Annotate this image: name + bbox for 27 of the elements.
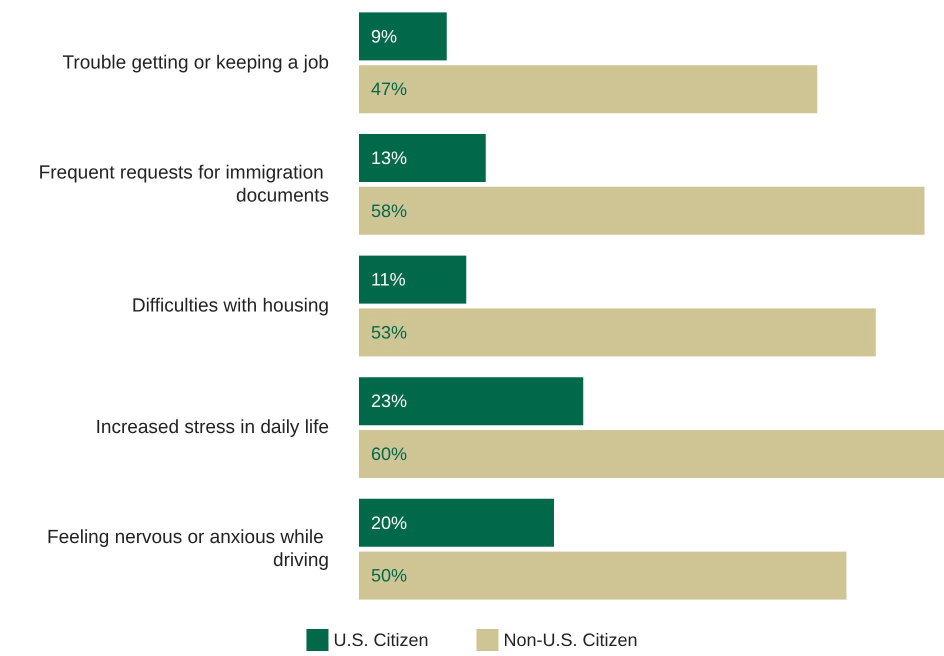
legend-label: Non-U.S. Citizen: [503, 630, 638, 650]
data-label: 23%: [371, 391, 408, 412]
bar: [359, 256, 466, 304]
data-label: 50%: [371, 566, 408, 586]
bar: [359, 552, 846, 600]
data-label: 60%: [371, 444, 408, 464]
bar: [359, 12, 447, 60]
data-label: 58%: [371, 200, 408, 221]
data-label: 20%: [371, 512, 408, 533]
bar: [359, 430, 944, 478]
bar: [359, 134, 486, 182]
data-label: 11%: [371, 270, 406, 290]
bar: [359, 65, 818, 114]
y-tick-label: Feeling nervous or anxious while driving: [47, 527, 329, 572]
bar: [359, 308, 876, 356]
data-label: 53%: [371, 322, 408, 342]
y-tick-label: Difficulties with housing: [132, 296, 329, 316]
data-label: 9%: [371, 26, 398, 46]
data-label: 13%: [371, 148, 408, 168]
y-tick-label: Increased stress in daily life: [96, 417, 329, 438]
y-tick-label: Trouble getting or keeping a job: [62, 52, 329, 74]
bar: [359, 498, 554, 547]
bar: [359, 377, 584, 426]
data-label: 47%: [371, 79, 408, 100]
bar: [359, 186, 924, 235]
y-tick-label: Frequent requests for immigration documents: [38, 162, 329, 206]
legend-label: U.S. Citizen: [333, 630, 428, 650]
